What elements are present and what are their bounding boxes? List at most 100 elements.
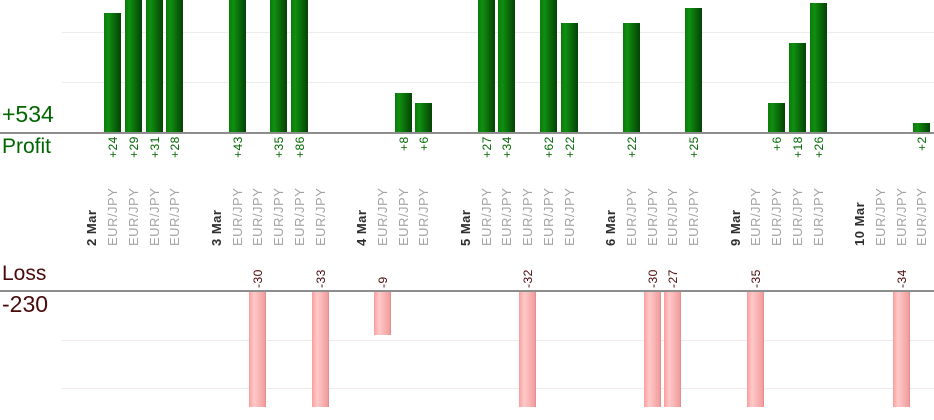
profit-value-label: +18: [790, 136, 805, 158]
instrument-label: EUR/JPY: [374, 187, 390, 246]
gridline: [62, 82, 934, 83]
profit-bar: [539, 0, 557, 133]
profit-bar: [415, 103, 433, 133]
profit-value-label: +35: [272, 136, 286, 158]
profit-bar: [809, 3, 827, 133]
instrument-label: EUR/JPY: [540, 187, 556, 246]
profit-value-label: +26: [811, 136, 826, 158]
loss-bar: [311, 292, 329, 407]
profit-bar: [290, 0, 308, 133]
profit-value-label: +6: [417, 136, 432, 151]
instrument-label: EUR/JPY: [748, 187, 764, 246]
loss-total: -230: [2, 291, 49, 317]
day-label: 10 Mar: [852, 201, 867, 246]
loss-section-label: Loss: [2, 262, 47, 285]
loss-bar: [664, 292, 682, 407]
profit-bar: [560, 23, 578, 133]
loss-bar: [892, 292, 910, 407]
day-label: 9 Mar: [727, 209, 743, 246]
instrument-label: EUR/JPY: [872, 187, 888, 246]
instrument-label: EUR/JPY: [769, 187, 784, 246]
instrument-label: EUR/JPY: [499, 187, 515, 246]
profit-bar: [104, 13, 121, 133]
profit-value-label: +31: [147, 136, 162, 158]
instrument-label: EUR/JPY: [644, 187, 660, 246]
loss-bar: [249, 292, 267, 407]
profit-value-label: +29: [126, 136, 141, 158]
loss-bar: [643, 292, 661, 407]
instrument-label: EUR/JPY: [520, 187, 535, 246]
instrument-label: EUR/JPY: [271, 187, 286, 246]
loss-value-label: -30: [251, 269, 266, 288]
profit-bar: [270, 0, 287, 133]
profit-value-label: +25: [687, 136, 701, 158]
profit-bar: [685, 8, 702, 133]
loss-value-label: -35: [749, 269, 764, 288]
instrument-label: EUR/JPY: [789, 187, 805, 246]
profit-bar: [228, 0, 246, 133]
loss-value-label: -30: [645, 269, 660, 288]
day-label: 2 Mar: [84, 209, 100, 246]
instrument-label: EUR/JPY: [291, 187, 307, 246]
profit-bar: [498, 0, 516, 133]
profit-value-label: +27: [479, 136, 494, 158]
profit-value-label: +24: [106, 136, 120, 158]
instrument-label: EUR/JPY: [125, 187, 141, 246]
profit-bar: [768, 103, 785, 133]
profit-value-label: +6: [770, 136, 784, 151]
profit-bar: [788, 43, 806, 133]
profit-value-label: +2: [915, 136, 930, 151]
profit-value-label: +43: [230, 136, 245, 158]
gridline: [62, 388, 934, 389]
loss-value-label: -9: [375, 276, 390, 288]
instrument-label: EUR/JPY: [810, 187, 826, 246]
gridline: [62, 340, 934, 341]
loss-chart-area: [0, 292, 934, 407]
instrument-label: EUR/JPY: [395, 187, 411, 246]
loss-bar: [747, 292, 765, 407]
gridline: [62, 32, 934, 33]
instrument-label: EUR/JPY: [312, 187, 328, 246]
instrument-label: EUR/JPY: [229, 187, 245, 246]
day-label: 3 Mar: [208, 209, 224, 246]
profit-chart-area: [0, 0, 934, 133]
loss-value-label: -33: [313, 269, 328, 288]
profit-value-label: +22: [624, 136, 639, 158]
day-label: 4 Mar: [354, 209, 369, 246]
instrument-label: EUR/JPY: [914, 187, 930, 246]
instrument-label: EUR/JPY: [146, 187, 162, 246]
profit-value-label: +34: [500, 136, 515, 158]
profit-value-label: +8: [396, 136, 411, 151]
instrument-label: EUR/JPY: [250, 187, 266, 246]
instrument-label: EUR/JPY: [623, 187, 639, 246]
profit-bar: [622, 23, 640, 133]
profit-axis-line: [0, 132, 934, 134]
instrument-label: EUR/JPY: [686, 187, 701, 246]
loss-axis-line: [0, 290, 934, 292]
loss-bar: [373, 292, 391, 336]
instrument-label: EUR/JPY: [416, 187, 432, 246]
instrument-label: EUR/JPY: [561, 187, 577, 246]
profit-total: +534: [2, 101, 54, 127]
profit-value-label: +22: [562, 136, 577, 158]
instrument-label: EUR/JPY: [893, 187, 909, 246]
loss-value-label: -32: [521, 269, 535, 288]
profit-bar: [166, 0, 184, 133]
profit-value-label: +86: [292, 136, 307, 158]
loss-value-label: -27: [666, 269, 681, 288]
loss-value-label: -34: [894, 269, 909, 288]
profit-value-label: +62: [541, 136, 556, 158]
profit-bar: [124, 0, 142, 133]
day-label: 6 Mar: [603, 209, 618, 246]
profit-bar: [394, 93, 412, 133]
instrument-label: EUR/JPY: [167, 187, 183, 246]
instrument-label: EUR/JPY: [478, 187, 494, 246]
day-label: 5 Mar: [457, 209, 473, 246]
profit-bar: [145, 0, 163, 133]
profit-bar: [477, 0, 495, 133]
profit-value-label: +28: [168, 136, 183, 158]
instrument-label: EUR/JPY: [665, 187, 681, 246]
instrument-label: EUR/JPY: [105, 187, 120, 246]
profit-bar: [913, 123, 931, 133]
